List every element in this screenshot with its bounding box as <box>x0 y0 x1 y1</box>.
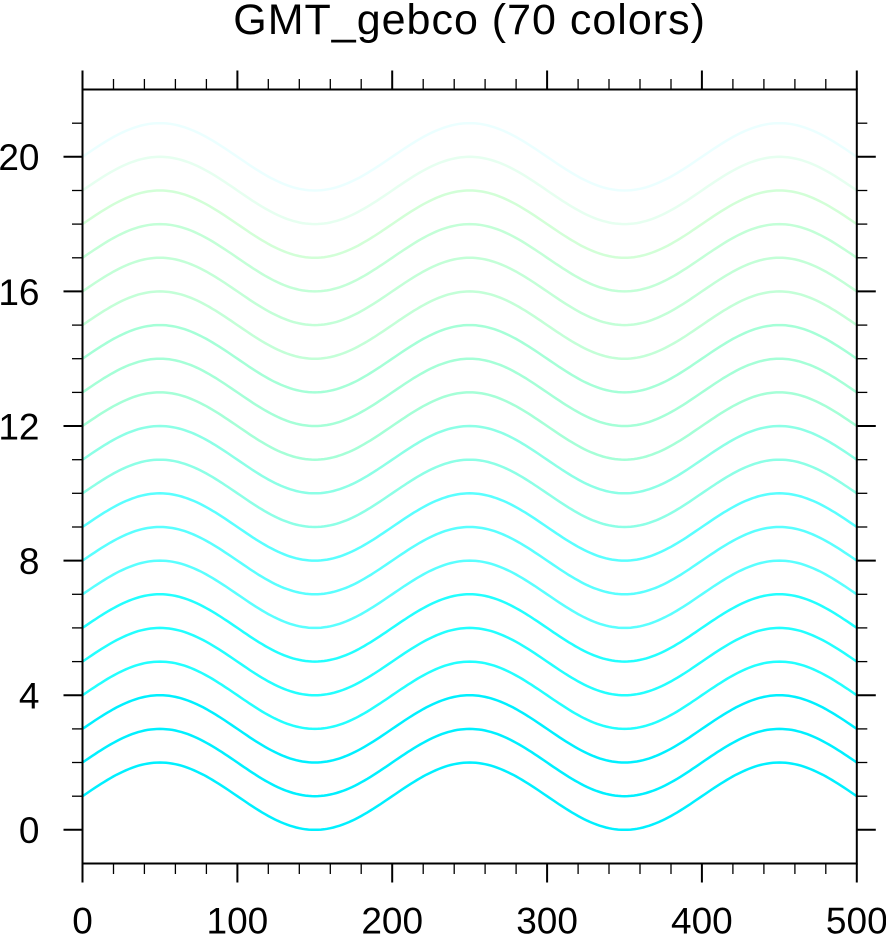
svg-text:400: 400 <box>671 901 733 935</box>
svg-text:100: 100 <box>207 901 269 935</box>
svg-text:20: 20 <box>0 137 40 178</box>
svg-text:16: 16 <box>0 272 40 313</box>
svg-text:8: 8 <box>19 541 40 582</box>
svg-text:GMT_gebco (70 colors): GMT_gebco (70 colors) <box>233 0 706 44</box>
svg-text:500: 500 <box>826 901 886 935</box>
svg-text:4: 4 <box>19 676 40 717</box>
svg-text:12: 12 <box>0 406 40 447</box>
svg-text:0: 0 <box>72 901 93 935</box>
svg-text:300: 300 <box>516 901 578 935</box>
svg-text:0: 0 <box>19 810 40 851</box>
svg-text:200: 200 <box>361 901 423 935</box>
